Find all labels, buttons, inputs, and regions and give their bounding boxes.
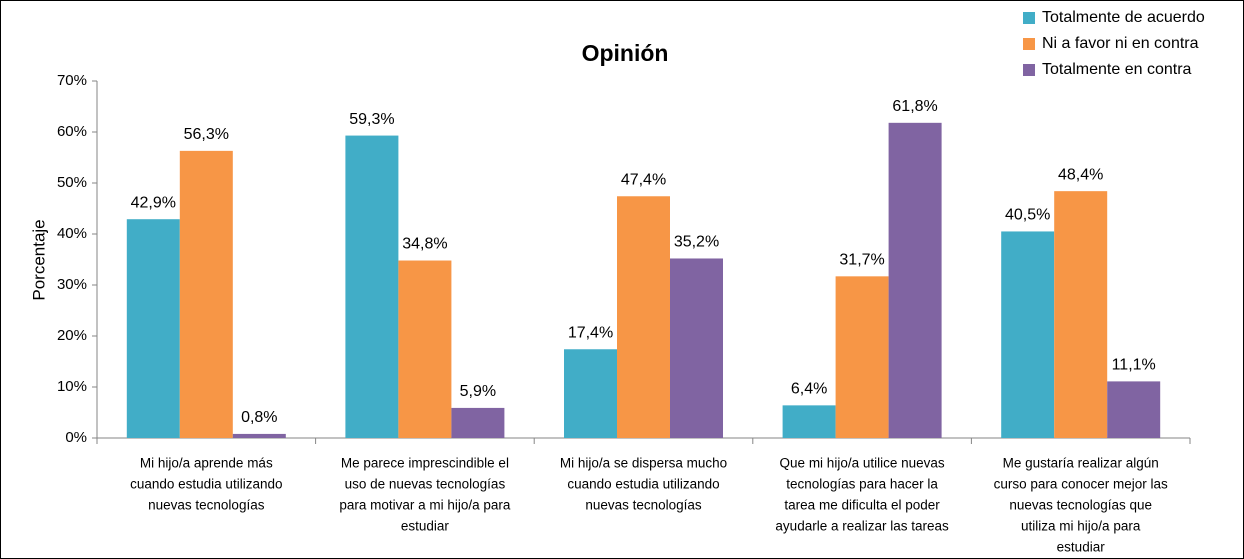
x-tick-label: cuando estudia utilizando bbox=[567, 477, 719, 492]
x-tick-label: nuevas tecnologías bbox=[148, 498, 265, 513]
x-tick-label: para motivar a mi hijo/a para bbox=[339, 498, 511, 513]
bar bbox=[617, 196, 670, 438]
y-tick-label: 10% bbox=[57, 378, 87, 395]
y-tick-label: 60% bbox=[57, 123, 87, 140]
bar bbox=[1107, 381, 1161, 438]
x-tick-label: curso para conocer mejor las bbox=[994, 477, 1168, 492]
x-tick-label: estudiar bbox=[401, 519, 450, 534]
data-label: 17,4% bbox=[568, 324, 613, 341]
bar bbox=[1001, 231, 1055, 438]
x-tick-label: Que mi hijo/a utilice nuevas bbox=[780, 456, 945, 471]
bar bbox=[670, 258, 723, 438]
data-label: 61,8% bbox=[892, 98, 937, 115]
x-tick-label: cuando estudia utilizando bbox=[130, 477, 282, 492]
x-tick-label: ayudarle a realizar las tareas bbox=[775, 519, 949, 534]
legend-label: Totalmente de acuerdo bbox=[1042, 9, 1205, 26]
data-label: 35,2% bbox=[674, 234, 719, 251]
x-tick-label: Mi hijo/a se dispersa mucho bbox=[560, 456, 727, 471]
x-tick-label: uso de nuevas tecnologías bbox=[345, 477, 506, 492]
data-label: 6,4% bbox=[791, 381, 827, 398]
data-label: 0,8% bbox=[241, 409, 277, 426]
y-tick-label: 40% bbox=[57, 225, 87, 242]
data-label: 56,3% bbox=[184, 126, 229, 143]
x-tick-label: utiliza mi hijo/a para bbox=[1021, 519, 1141, 534]
data-label: 31,7% bbox=[839, 252, 884, 269]
y-axis-label: Porcentaje bbox=[29, 219, 48, 300]
x-tick-label: Mi hijo/a aprende más bbox=[140, 456, 273, 471]
data-label: 11,1% bbox=[1112, 357, 1156, 374]
x-tick-label: nuevas tecnologías bbox=[585, 498, 702, 513]
legend-swatch bbox=[1023, 12, 1035, 24]
bar bbox=[782, 405, 836, 438]
legend-swatch bbox=[1023, 38, 1035, 50]
y-tick-label: 50% bbox=[57, 174, 87, 191]
bar bbox=[564, 349, 617, 438]
bar bbox=[398, 260, 452, 438]
data-label: 59,3% bbox=[349, 111, 394, 128]
data-label: 48,4% bbox=[1058, 166, 1103, 183]
bar bbox=[232, 433, 286, 438]
x-tick-label: tarea me dificulta el poder bbox=[784, 498, 940, 513]
bar bbox=[451, 407, 505, 438]
data-label: 5,9% bbox=[460, 383, 496, 400]
x-tick-label: Me gustaría realizar algún bbox=[1003, 456, 1159, 471]
bar bbox=[126, 219, 180, 438]
x-tick-label: nuevas tecnologías que bbox=[1009, 498, 1152, 513]
y-tick-label: 70% bbox=[57, 72, 87, 89]
bar bbox=[179, 150, 233, 438]
x-tick-label: Me parece imprescindible el bbox=[341, 456, 509, 471]
data-label: 42,9% bbox=[131, 194, 176, 211]
chart-title: Opinión bbox=[582, 40, 669, 66]
data-label: 47,4% bbox=[621, 171, 666, 188]
bar bbox=[345, 135, 399, 438]
x-tick-label: tecnologías para hacer la bbox=[786, 477, 938, 492]
legend-swatch bbox=[1023, 64, 1035, 76]
bar bbox=[835, 276, 889, 438]
y-tick-label: 30% bbox=[57, 276, 87, 293]
legend-label: Totalmente en contra bbox=[1042, 61, 1192, 78]
y-tick-label: 0% bbox=[65, 429, 87, 446]
legend-label: Ni a favor ni en contra bbox=[1042, 35, 1199, 52]
y-tick-label: 20% bbox=[57, 327, 87, 344]
bar bbox=[1054, 191, 1108, 438]
bar bbox=[888, 122, 942, 438]
x-tick-label: estudiar bbox=[1057, 540, 1106, 555]
data-label: 34,8% bbox=[402, 236, 447, 253]
data-label: 40,5% bbox=[1005, 207, 1050, 224]
